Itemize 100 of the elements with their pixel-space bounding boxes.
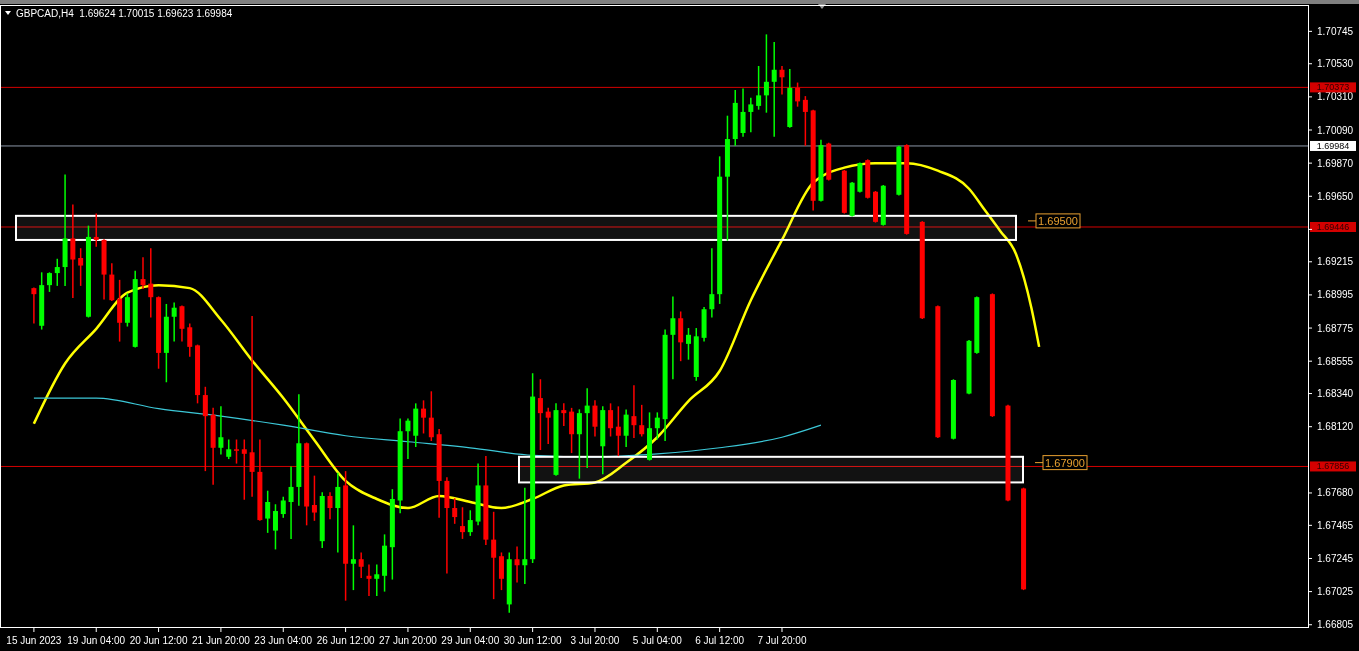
candlestick [272, 504, 278, 550]
candlestick [366, 564, 372, 597]
candlestick [202, 386, 208, 472]
x-tick-label: 21 Jun 20:00 [192, 634, 251, 646]
x-tick-label: 27 Jun 20:00 [379, 634, 438, 646]
candlestick [350, 525, 356, 591]
y-tick-label: 1.68775 [1317, 322, 1354, 334]
candlestick [545, 407, 551, 445]
x-tick-label: 15 Jun 2023 [6, 634, 62, 646]
candlestick [405, 418, 411, 460]
candlestick [654, 412, 660, 440]
candlestick [608, 403, 614, 437]
line-series [32, 161, 1041, 510]
candlestick [148, 248, 154, 318]
x-tick-label: 19 Jun 04:00 [67, 634, 126, 646]
x-tick-label: 5 Jul 04:00 [632, 634, 683, 646]
candlestick [522, 487, 528, 585]
candlestick [226, 439, 232, 460]
candlestick [771, 41, 777, 137]
candlestick [491, 511, 497, 600]
ref-line-label: 1.70373 [1316, 82, 1350, 93]
candlestick [709, 248, 715, 318]
candlestick [459, 507, 465, 539]
x-tick-label: 3 Jul 20:00 [570, 634, 620, 646]
candlestick [46, 272, 52, 292]
y-tick-label: 1.68555 [1317, 355, 1354, 367]
y-tick-label: 1.67245 [1317, 552, 1354, 564]
candlestick [140, 257, 146, 289]
chart-title: GBPCAD,H4 1.69624 1.70015 1.69623 1.69984 [16, 7, 233, 19]
candlestick [311, 475, 317, 521]
x-tick-label: 7 Jul 20:00 [757, 634, 807, 646]
y-tick-label: 1.67025 [1317, 586, 1354, 598]
candlestick [70, 204, 76, 298]
candlestick [358, 552, 364, 579]
y-tick-label: 1.69215 [1317, 256, 1354, 268]
x-tick-label: 20 Jun 12:00 [129, 634, 188, 646]
candlestick [280, 496, 286, 518]
candlestick [802, 96, 808, 146]
x-tick-label: 6 Jul 12:00 [695, 634, 745, 646]
candlestick [374, 564, 380, 597]
candlestick [592, 400, 598, 437]
candlestick [615, 406, 621, 457]
candlestick [335, 472, 341, 553]
candlestick [569, 407, 575, 454]
x-tick-label: 30 Jun 12:00 [503, 634, 562, 646]
candlestick [288, 466, 294, 539]
candlestick [249, 316, 255, 497]
y-tick-label: 1.70310 [1317, 91, 1354, 103]
y-tick-label: 1.68995 [1317, 289, 1354, 301]
candlestick [623, 409, 629, 448]
x-tick-label: 26 Jun 12:00 [316, 634, 375, 646]
ref-line-label: 1.67856 [1316, 461, 1350, 472]
candlestick [561, 403, 567, 426]
candlestick [795, 82, 801, 107]
candlestick [31, 287, 37, 324]
candlestick [670, 296, 676, 380]
candlestick [537, 379, 543, 451]
candlestick [685, 328, 691, 360]
y-tick-label: 1.67680 [1317, 487, 1354, 499]
candlestick [779, 66, 785, 95]
y-tick-label: 1.68340 [1317, 388, 1354, 400]
candlestick [639, 404, 645, 437]
candlestick [498, 552, 504, 591]
y-tick-label: 1.66805 [1317, 619, 1354, 631]
candlestick [171, 302, 177, 342]
y-tick-label: 1.67465 [1317, 519, 1354, 531]
candlestick [740, 88, 746, 137]
candlestick [93, 213, 99, 247]
candlestick [265, 490, 271, 533]
y-tick-label: 1.69650 [1317, 190, 1354, 202]
y-tick-label: 1.69870 [1317, 157, 1354, 169]
candlestick [467, 510, 473, 536]
candlestick [54, 258, 60, 286]
candlestick [514, 546, 520, 583]
y-tick-label: 1.70090 [1317, 124, 1354, 136]
candlestick [327, 492, 333, 520]
ref-line-label: 1.69984 [1316, 140, 1350, 151]
band-label: 1.69500 [1038, 214, 1078, 227]
candlestick [763, 34, 769, 113]
candlestick [421, 400, 427, 434]
band-label: 1.67900 [1045, 456, 1085, 469]
y-tick-label: 1.68120 [1317, 421, 1354, 433]
candlestick [452, 498, 458, 524]
candlestick [576, 409, 582, 479]
candlestick [241, 439, 247, 500]
x-tick-label: 23 Jun 04:00 [254, 634, 313, 646]
ref-line-label: 1.69446 [1316, 221, 1350, 232]
y-tick-label: 1.70530 [1317, 58, 1354, 70]
candlestick [584, 388, 590, 469]
candlestick [756, 66, 762, 110]
candlestick [428, 391, 434, 441]
candlestick [748, 97, 754, 133]
candlestick [187, 323, 193, 357]
candlestick [631, 385, 637, 438]
candlestick [179, 305, 185, 342]
y-tick-label: 1.70745 [1317, 25, 1354, 37]
candlestick [218, 406, 224, 455]
candlestick [234, 439, 240, 464]
line-series [33, 397, 822, 458]
x-tick-label: 29 Jun 04:00 [441, 634, 500, 646]
